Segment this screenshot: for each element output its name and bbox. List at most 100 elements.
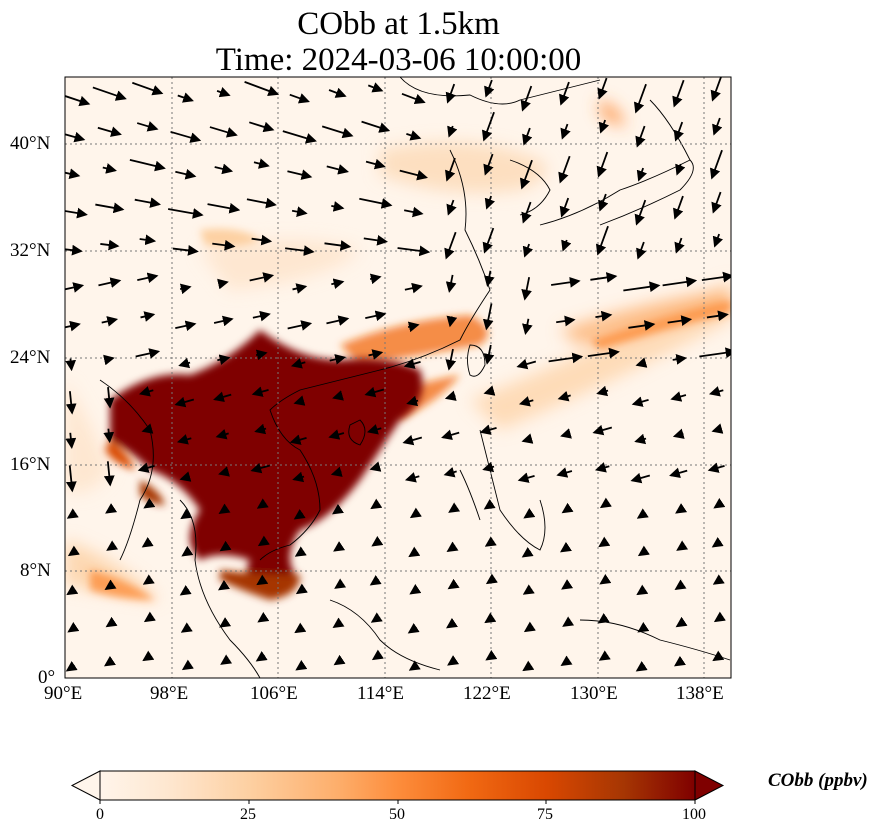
- lat-tick-label: 40°N: [10, 133, 51, 154]
- wind-arrow: [178, 357, 191, 369]
- wind-arrow: [370, 498, 383, 510]
- wind-arrow: [635, 661, 648, 672]
- wind-arrow: [289, 434, 307, 445]
- wind-arrow: [65, 168, 81, 179]
- wind-arrow: [255, 349, 268, 361]
- wind-arrow: [368, 349, 384, 360]
- wind-arrow: [633, 83, 647, 114]
- colorbar-tick-label: 100: [682, 806, 706, 823]
- wind-arrow: [179, 471, 192, 482]
- wind-arrow: [65, 358, 77, 372]
- wind-arrow: [287, 320, 313, 331]
- wind-arrow: [293, 395, 306, 406]
- wind-arrow: [105, 616, 118, 628]
- wind-arrow: [212, 239, 236, 251]
- wind-arrow: [332, 617, 345, 628]
- lat-tick-label: 24°N: [10, 347, 51, 368]
- wind-arrow: [143, 497, 156, 509]
- wind-arrow: [139, 234, 157, 246]
- wind-arrow: [135, 348, 161, 359]
- wind-arrow: [518, 396, 534, 407]
- wind-arrow: [479, 424, 497, 435]
- wind-arrow: [482, 461, 495, 473]
- wind-arrow: [444, 231, 457, 260]
- wind-arrow: [179, 585, 192, 596]
- wind-arrow: [249, 121, 275, 133]
- wind-arrow: [710, 77, 722, 102]
- wind-arrow: [177, 92, 194, 103]
- map-title-line2: Time: 2024-03-06 10:00:00: [215, 42, 582, 78]
- wind-arrow: [670, 391, 687, 402]
- wind-arrow: [673, 195, 684, 220]
- wind-arrow: [403, 358, 421, 369]
- wind-arrow: [287, 169, 313, 180]
- wind-arrow: [103, 428, 115, 444]
- wind-arrow: [371, 535, 384, 547]
- wind-arrow: [167, 208, 204, 219]
- wind-arrow: [636, 241, 647, 260]
- wind-arrow: [66, 508, 79, 519]
- wind-arrow: [484, 195, 495, 210]
- wind-arrow: [328, 87, 347, 98]
- wind-arrow: [65, 320, 81, 332]
- wind-vectors: [65, 77, 731, 672]
- wind-arrow: [407, 321, 420, 333]
- wind-arrow: [255, 651, 268, 662]
- wind-arrow: [102, 163, 117, 174]
- wind-arrow: [595, 225, 609, 256]
- wind-arrow: [447, 578, 460, 590]
- wind-arrow: [673, 121, 684, 142]
- lon-tick-label: 106°E: [250, 683, 298, 704]
- wind-arrow: [289, 93, 310, 104]
- wind-arrow: [551, 276, 581, 288]
- wind-arrow: [637, 621, 650, 633]
- wind-arrow: [522, 127, 533, 146]
- wind-arrow: [444, 390, 457, 401]
- wind-arrow: [217, 354, 231, 365]
- wind-arrow: [371, 649, 384, 661]
- wind-arrow: [175, 168, 197, 180]
- wind-arrow: [522, 660, 535, 672]
- wind-arrow: [141, 423, 154, 434]
- lat-tick-label: 0°: [38, 667, 56, 688]
- wind-arrow: [595, 310, 613, 322]
- wind-arrow: [408, 660, 421, 671]
- wind-arrow: [556, 467, 573, 478]
- wind-arrow: [180, 622, 193, 633]
- wind-arrow: [97, 126, 122, 137]
- wind-arrow: [219, 540, 232, 552]
- wind-arrow: [521, 277, 532, 301]
- wind-arrow: [98, 277, 122, 288]
- wind-arrow: [326, 315, 350, 326]
- wind-arrow: [404, 472, 420, 483]
- wind-arrow: [483, 344, 495, 365]
- wind-arrow: [587, 347, 620, 359]
- wind-arrow: [406, 130, 422, 141]
- wind-arrow: [446, 315, 458, 328]
- wind-arrow: [172, 245, 199, 256]
- wind-arrow: [484, 270, 495, 287]
- wind-arrow: [599, 497, 612, 509]
- wind-arrow: [66, 584, 79, 596]
- wind-arrow: [636, 167, 647, 182]
- wind-arrow: [65, 432, 77, 449]
- wind-arrow: [175, 320, 197, 332]
- wind-arrow: [445, 617, 458, 629]
- wind-arrow: [174, 396, 195, 408]
- wind-arrow: [141, 537, 154, 548]
- wind-arrow: [213, 391, 232, 403]
- wind-arrow: [521, 201, 532, 224]
- wind-arrow: [65, 131, 86, 143]
- wind-arrow: [634, 433, 647, 445]
- wind-arrow: [257, 535, 270, 547]
- wind-arrow: [674, 579, 687, 590]
- wind-arrow: [137, 462, 155, 473]
- wind-arrow: [485, 573, 498, 585]
- wind-arrow: [219, 617, 232, 628]
- wind-arrow: [548, 352, 584, 364]
- wind-arrow: [251, 234, 273, 246]
- wind-arrow: [484, 536, 497, 547]
- wind-arrow: [142, 574, 155, 585]
- wind-arrow: [522, 584, 535, 595]
- wind-arrow: [207, 202, 241, 214]
